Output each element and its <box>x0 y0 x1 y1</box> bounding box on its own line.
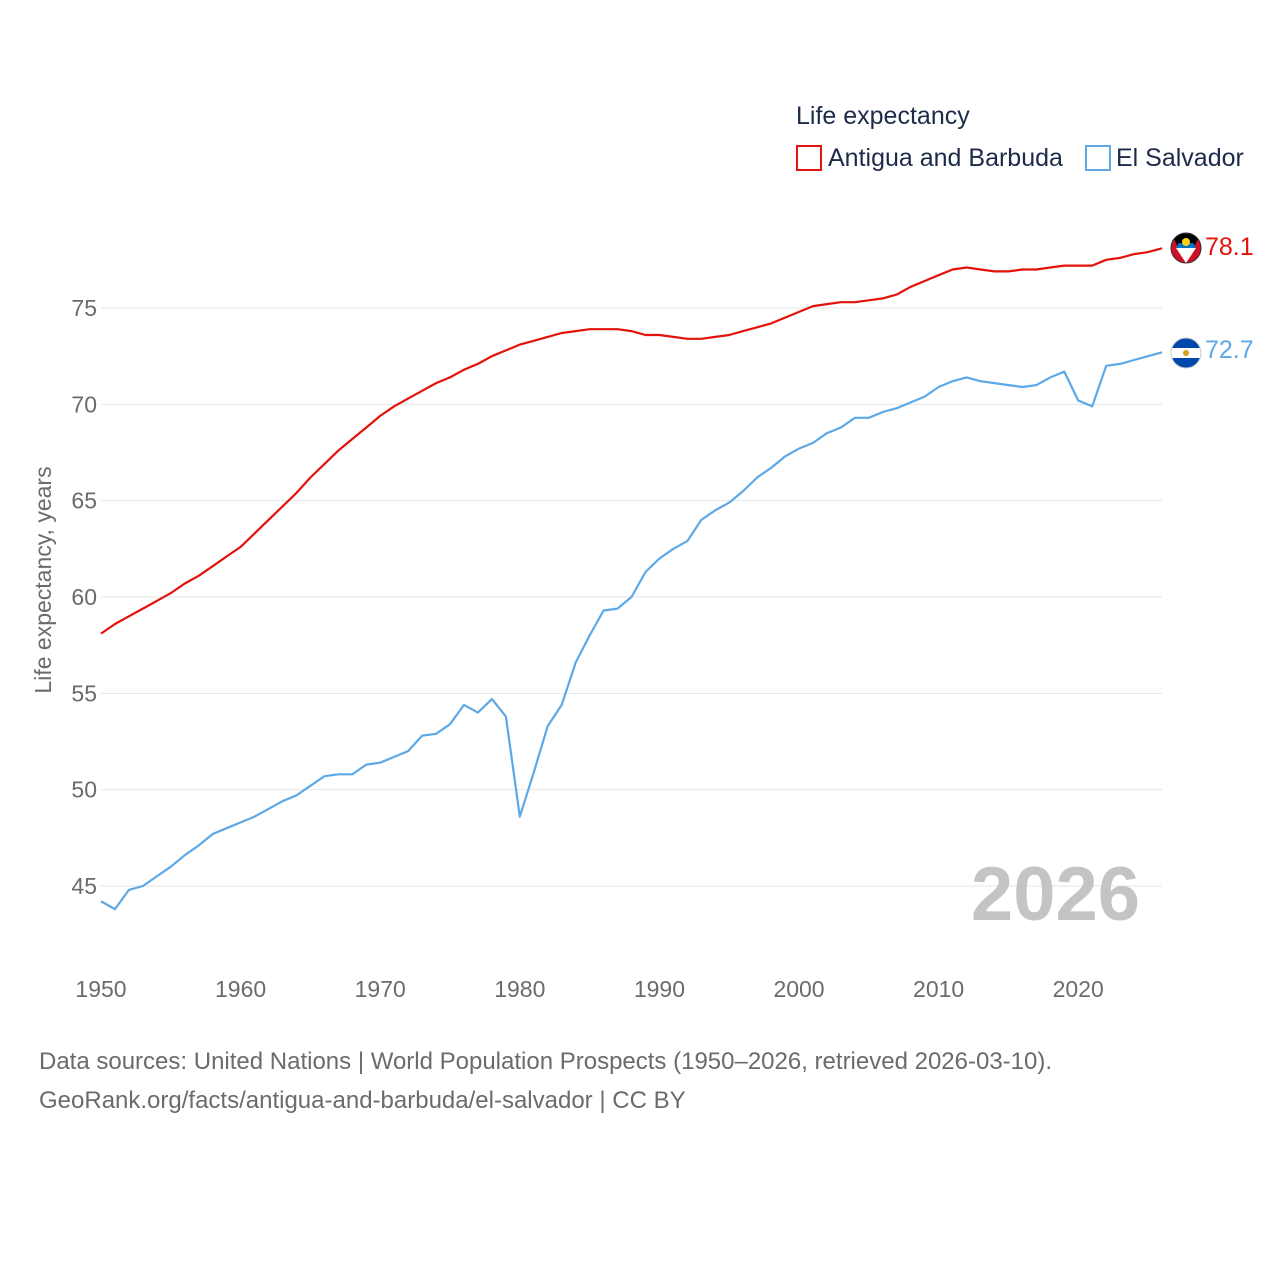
y-tick-label: 70 <box>71 391 97 417</box>
x-tick-label: 1950 <box>75 976 126 1002</box>
el-salvador-flag-icon <box>1170 337 1202 369</box>
legend-swatch-el-salvador <box>1085 145 1111 171</box>
x-axis-ticks: 1950 1960 1970 1980 1990 2000 2010 2020 <box>75 976 1103 1002</box>
y-tick-label: 50 <box>71 777 97 803</box>
x-tick-label: 2020 <box>1053 976 1104 1002</box>
y-axis-ticks: 45 50 55 60 65 70 75 <box>71 295 97 899</box>
series-line-antigua-and-barbuda[interactable] <box>100 247 1163 635</box>
x-tick-label: 1960 <box>215 976 266 1002</box>
gridlines <box>101 307 1162 887</box>
y-tick-label: 45 <box>71 873 97 899</box>
y-tick-label: 65 <box>71 488 97 514</box>
end-label-el-salvador: 72.7 <box>1205 336 1254 364</box>
legend-label-antigua-and-barbuda: Antigua and Barbuda <box>828 144 1063 172</box>
y-tick-label: 75 <box>71 295 97 321</box>
legend-label-el-salvador: El Salvador <box>1116 144 1244 172</box>
end-label-antigua-and-barbuda: 78.1 <box>1205 233 1254 261</box>
x-tick-label: 1980 <box>494 976 545 1002</box>
legend-item-el-salvador[interactable]: El Salvador <box>1085 144 1244 172</box>
x-tick-label: 2010 <box>913 976 964 1002</box>
x-tick-label: 1970 <box>355 976 406 1002</box>
y-axis-title: Life expectancy, years <box>30 466 56 693</box>
legend-title: Life expectancy <box>796 102 970 130</box>
antigua-and-barbuda-flag-icon <box>1170 232 1202 264</box>
y-tick-label: 60 <box>71 584 97 610</box>
current-year-watermark: 2026 <box>971 852 1140 937</box>
x-tick-label: 2000 <box>773 976 824 1002</box>
series-line-el-salvador[interactable] <box>100 351 1163 911</box>
legend-swatch-antigua-and-barbuda <box>796 145 822 171</box>
series-lines <box>100 247 1163 911</box>
data-source-text: Data sources: United Nations | World Pop… <box>39 1048 1052 1075</box>
y-tick-label: 55 <box>71 680 97 706</box>
legend: Life expectancy Antigua and Barbuda El S… <box>796 102 1244 172</box>
legend-item-antigua-and-barbuda[interactable]: Antigua and Barbuda <box>796 144 1063 172</box>
x-tick-label: 1990 <box>634 976 685 1002</box>
attribution-link[interactable]: GeoRank.org/facts/antigua-and-barbuda/el… <box>39 1087 686 1114</box>
